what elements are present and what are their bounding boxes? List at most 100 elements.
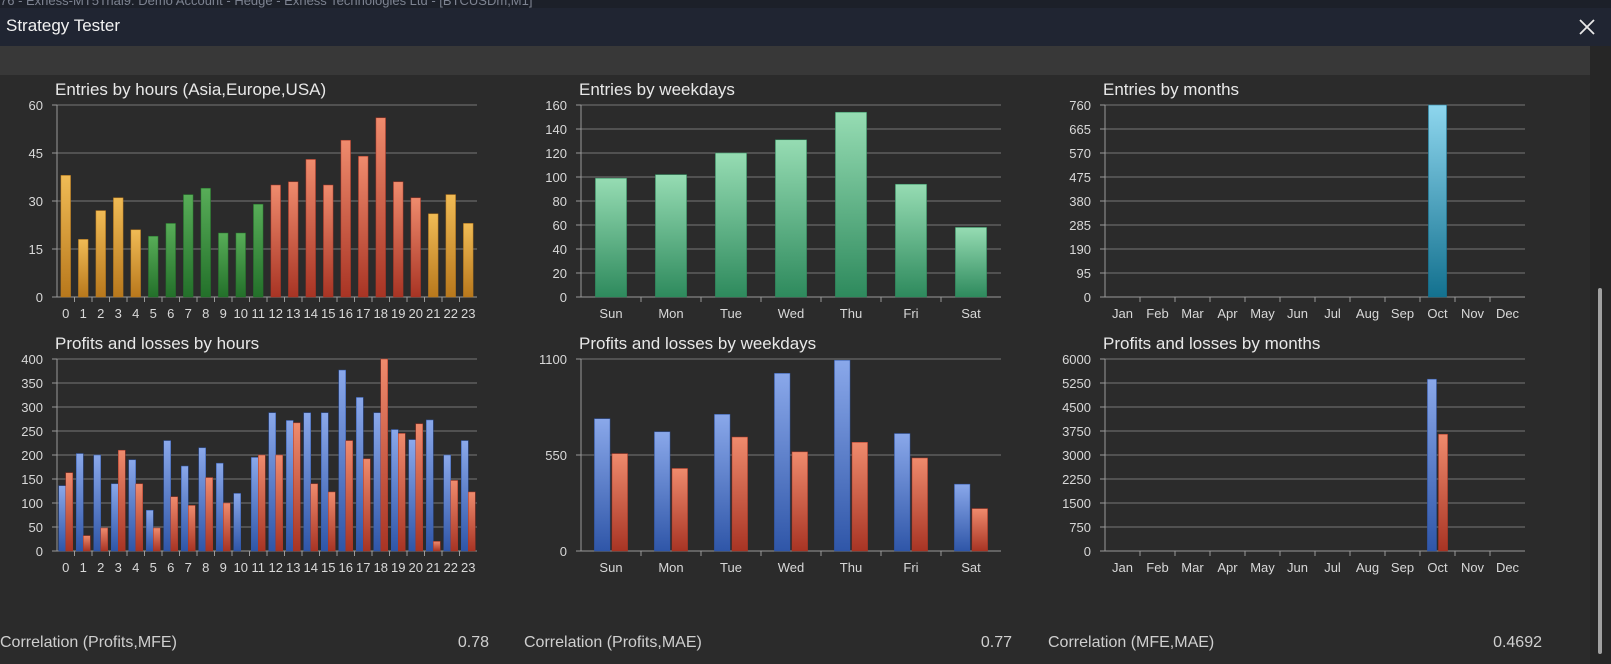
toolbar <box>0 46 1590 75</box>
y-tick-label: 550 <box>545 448 567 463</box>
bar-blue-10 <box>233 493 241 552</box>
x-tick-label: Oct <box>1427 560 1448 575</box>
bar-23 <box>463 223 474 298</box>
bar-red-9 <box>223 502 231 552</box>
x-tick-label: 16 <box>339 560 353 575</box>
y-tick-label: 0 <box>560 290 567 305</box>
bar-red-5 <box>153 527 161 552</box>
x-tick-label: Sun <box>599 560 622 575</box>
x-tick-label: Thu <box>840 306 862 321</box>
y-tick-label: 95 <box>1077 266 1091 281</box>
y-tick-label: 50 <box>29 520 43 535</box>
x-tick-label: Aug <box>1356 560 1379 575</box>
y-tick-label: 190 <box>1069 242 1091 257</box>
x-tick-label: Mar <box>1181 306 1204 321</box>
x-tick-label: 13 <box>286 560 300 575</box>
bar-7 <box>183 194 194 298</box>
bar-red-1 <box>83 535 91 552</box>
bar-19 <box>393 181 404 298</box>
bar-blue-14 <box>303 412 311 552</box>
y-tick-label: 15 <box>29 242 43 257</box>
x-tick-label: 21 <box>426 560 440 575</box>
bar-red-3 <box>118 449 126 552</box>
x-tick-label: 20 <box>409 306 423 321</box>
y-tick-label: 160 <box>545 98 567 113</box>
chart-entries-by-weekdays: Entries by weekdays 160 140 120 100 80 60 40 20… <box>524 80 1024 321</box>
x-tick-label: 10 <box>234 560 248 575</box>
y-tick-label: 40 <box>553 242 567 257</box>
x-tick-label: 19 <box>391 306 405 321</box>
x-tick-label: Sun <box>599 306 622 321</box>
y-tick-label: 0 <box>1084 290 1091 305</box>
bar-blue-2 <box>93 454 101 552</box>
scrollbar-thumb[interactable] <box>1598 288 1602 654</box>
close-button[interactable] <box>1574 14 1600 40</box>
bar-blue-Sun <box>594 418 611 552</box>
x-tick-label: 12 <box>269 306 283 321</box>
y-tick-label: 475 <box>1069 170 1091 185</box>
x-tick-label: 7 <box>185 560 192 575</box>
x-tick-label: Oct <box>1427 306 1448 321</box>
bar-red-11 <box>258 454 266 552</box>
x-tick-label: 16 <box>339 306 353 321</box>
x-tick-label: Feb <box>1146 306 1168 321</box>
bar-21 <box>428 213 439 298</box>
y-tick-label: 0 <box>36 290 43 305</box>
bar-red-19 <box>398 433 406 552</box>
chart-title: Entries by hours (Asia,Europe,USA) <box>55 80 327 99</box>
bar-11 <box>253 203 264 298</box>
bar-8 <box>200 187 211 298</box>
x-tick-label: Feb <box>1146 560 1168 575</box>
x-tick-label: 22 <box>444 306 458 321</box>
bar-Thu <box>835 111 867 298</box>
y-tick-label: 300 <box>21 400 43 415</box>
x-tick-label: Jun <box>1287 306 1308 321</box>
y-tick-label: 20 <box>553 266 567 281</box>
x-tick-label: Jun <box>1287 560 1308 575</box>
x-tick-label: Jan <box>1112 560 1133 575</box>
bar-red-15 <box>328 491 336 552</box>
bar-Mon <box>655 174 687 298</box>
background-window-title-text: 76 - Exness-MT5Trial9: Demo Account - He… <box>0 0 533 8</box>
y-tick-label: 2250 <box>1062 472 1091 487</box>
x-tick-label: 20 <box>409 560 423 575</box>
x-tick-label: 4 <box>132 560 139 575</box>
x-tick-label: 9 <box>220 306 227 321</box>
x-tick-label: Tue <box>720 560 742 575</box>
x-tick-label: 18 <box>374 306 388 321</box>
bar-1 <box>78 239 89 298</box>
bar-4 <box>130 229 141 298</box>
bar-blue-13 <box>286 420 294 552</box>
x-tick-label: 11 <box>252 560 266 575</box>
y-tick-label: 570 <box>1069 146 1091 161</box>
bar-red-14 <box>310 483 318 552</box>
x-tick-label: 1 <box>80 306 87 321</box>
chart-profits-losses-by-months: Profits and losses by months 6000 5250 450… <box>1048 334 1548 575</box>
y-tick-label: 80 <box>553 194 567 209</box>
correlation-value: 0.78 <box>457 634 489 651</box>
bar-blue-Sat <box>954 483 971 552</box>
bar-red-Sun <box>611 453 628 552</box>
bar-blue-Wed <box>774 373 791 552</box>
x-tick-label: 3 <box>115 560 122 575</box>
x-tick-label: 21 <box>426 306 440 321</box>
x-tick-label: 22 <box>444 560 458 575</box>
bar-red-Fri <box>911 457 928 552</box>
y-tick-label: 250 <box>21 424 43 439</box>
x-tick-label: 2 <box>97 306 104 321</box>
correlation-mfe-mae: Correlation (MFE,MAE) 0.4692 <box>1048 626 1542 664</box>
bar-blue-17 <box>356 397 364 552</box>
correlation-value: 0.77 <box>980 634 1012 651</box>
bar-blue-3 <box>111 483 119 552</box>
y-tick-label: 0 <box>1084 544 1091 559</box>
y-tick-label: 665 <box>1069 122 1091 137</box>
bar-blue-6 <box>163 440 171 552</box>
x-tick-label: 0 <box>62 306 69 321</box>
correlation-label: Correlation (Profits,MAE) <box>524 634 702 651</box>
x-tick-label: Jul <box>1324 306 1341 321</box>
x-tick-label: Nov <box>1461 306 1485 321</box>
x-tick-label: 0 <box>62 560 69 575</box>
x-tick-label: Dec <box>1496 560 1520 575</box>
x-tick-label: 6 <box>167 560 174 575</box>
